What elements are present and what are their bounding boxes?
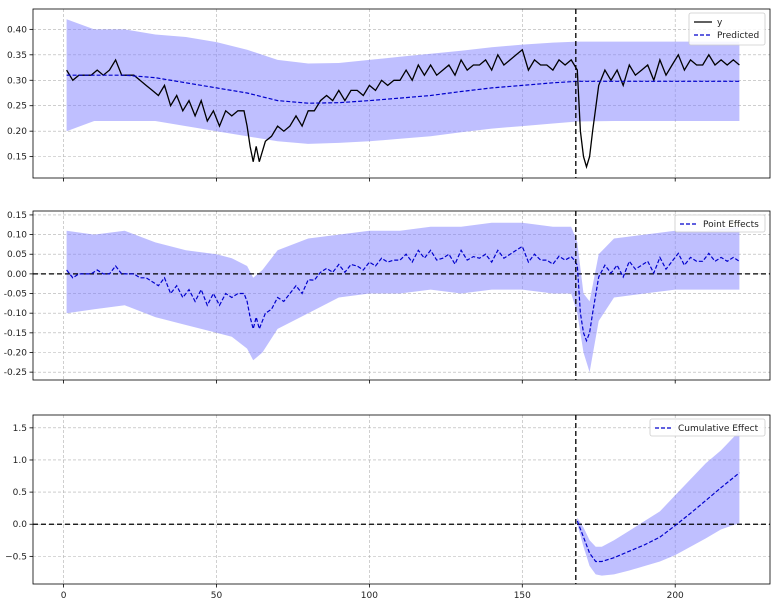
panel-cumulative: 0 50 100 150 200 −0.5 0.0 0.5 1.0 1.5 Cumulative E… xyxy=(5,414,771,601)
y-tick-label: 0.35 xyxy=(7,51,27,61)
series-line-cumulative-effect xyxy=(576,472,740,563)
y-tick-label: −0.5 xyxy=(5,552,27,562)
y-tick-label: 0.10 xyxy=(7,231,27,241)
y-tick-label: 0.30 xyxy=(7,76,27,86)
legend-label: Cumulative Effect xyxy=(678,424,759,434)
series-line-y xyxy=(66,48,740,170)
y-tick-label: 0.15 xyxy=(7,211,27,221)
legend: y Predicted xyxy=(688,12,766,46)
y-tick-label: -0.15 xyxy=(4,329,27,339)
y-tick-label: -0.25 xyxy=(4,368,27,378)
legend-label: y xyxy=(717,18,723,28)
confidence-band xyxy=(66,19,740,144)
y-tick-label: 0.05 xyxy=(7,250,27,260)
x-tick-label: 0 xyxy=(61,591,67,601)
x-tick-label: 100 xyxy=(361,591,378,601)
y-tick-label: 0.40 xyxy=(7,25,27,35)
confidence-band xyxy=(66,222,740,373)
confidence-band xyxy=(577,431,740,576)
legend-box xyxy=(674,214,766,233)
y-tick-label: 0.15 xyxy=(7,153,27,163)
panel-original: 0.15 0.20 0.25 0.30 0.35 0.40 y Predicted xyxy=(7,8,771,182)
legend-label: Predicted xyxy=(717,31,759,41)
panel-pointwise: -0.25 -0.20 -0.15 -0.10 -0.05 0.00 0.05 0.10 0.1… xyxy=(4,210,771,384)
y-tick-label: 0.25 xyxy=(7,102,27,112)
y-tick-label: 0.20 xyxy=(7,127,27,137)
axes-frame xyxy=(32,210,771,381)
legend: Cumulative Effect xyxy=(649,418,766,437)
y-tick-label: -0.10 xyxy=(4,309,28,319)
y-tick-label: 0.00 xyxy=(7,270,27,280)
y-tick-label: 1.5 xyxy=(13,424,27,434)
y-tick-label: -0.05 xyxy=(4,290,27,300)
legend-box xyxy=(649,418,766,437)
x-tick-label: 50 xyxy=(211,591,223,601)
axes-frame xyxy=(32,414,771,585)
y-tick-label: -0.20 xyxy=(4,348,28,358)
legend-label: Point Effects xyxy=(703,220,759,230)
series-line-predicted xyxy=(66,74,740,104)
plot-area xyxy=(66,19,740,170)
y-tick-label: 1.0 xyxy=(13,456,28,466)
x-tick-label: 150 xyxy=(514,591,531,601)
y-tick-label: 0.0 xyxy=(13,520,28,530)
series-line-point-effects xyxy=(66,245,740,343)
legend-box xyxy=(688,12,766,46)
x-tick-label: 200 xyxy=(667,591,684,601)
plot-area xyxy=(33,431,770,576)
plot-area xyxy=(33,222,770,373)
axes-frame xyxy=(32,8,771,179)
y-tick-label: 0.5 xyxy=(13,488,27,498)
legend: Point Effects xyxy=(674,214,766,233)
